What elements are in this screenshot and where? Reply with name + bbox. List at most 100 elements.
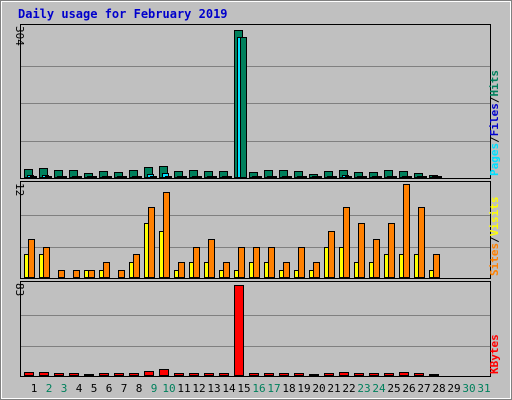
bar-kbytes-day-3 [54, 373, 64, 376]
bar-kbytes-day-12 [189, 373, 199, 376]
x-tick-label-day-29: 29 [447, 382, 460, 395]
bar-kbytes-day-5 [84, 374, 94, 376]
x-tick-label-day-15: 15 [237, 382, 250, 395]
bar-kbytes-day-19 [294, 373, 304, 376]
x-tick-label-day-18: 18 [282, 382, 295, 395]
bar-kbytes-day-23 [354, 373, 364, 376]
y-axis-max-label: 83 [13, 283, 26, 296]
bar-sites-day-20 [313, 262, 320, 278]
bar-pages-day-17 [270, 176, 277, 178]
bar-pages-day-15 [240, 37, 247, 178]
x-tick-label-day-10: 10 [162, 382, 175, 395]
bar-sites-day-3 [58, 270, 65, 278]
legend-entry: Hits [488, 70, 501, 97]
bar-sites-day-28 [433, 254, 440, 278]
bar-pages-day-21 [330, 176, 337, 178]
y-axis-max-label: 12 [13, 183, 26, 196]
bar-pages-day-9 [150, 176, 157, 178]
bar-kbytes-day-16 [249, 373, 259, 376]
bar-pages-day-12 [195, 176, 202, 178]
x-tick-label-day-19: 19 [297, 382, 310, 395]
bar-sites-day-21 [328, 231, 335, 278]
x-tick-label-day-8: 8 [136, 382, 143, 395]
x-tick-label-day-7: 7 [121, 382, 128, 395]
x-tick-label-day-9: 9 [151, 382, 158, 395]
bar-pages-day-26 [405, 176, 412, 178]
legend-entry: Pages [488, 143, 501, 176]
bar-sites-day-7 [118, 270, 125, 278]
bar-pages-day-14 [225, 176, 232, 178]
bar-pages-day-8 [135, 176, 142, 178]
bar-sites-day-18 [283, 262, 290, 278]
bar-pages-day-2 [45, 176, 52, 178]
bar-kbytes-day-1 [24, 372, 34, 376]
bar-sites-day-13 [208, 239, 215, 278]
bar-kbytes-day-28 [429, 374, 439, 376]
bar-pages-day-16 [255, 176, 262, 178]
bar-pages-day-4 [75, 176, 82, 178]
legend-entry: Files [488, 103, 501, 136]
bar-kbytes-day-15 [234, 285, 244, 376]
bar-sites-day-25 [388, 223, 395, 278]
legend-entry: / [488, 136, 501, 143]
bar-pages-day-7 [120, 176, 127, 178]
y-axis-max-label: 304 [13, 26, 26, 46]
bar-pages-day-22 [345, 176, 352, 178]
legend-kbytes: KBytes [488, 334, 501, 374]
bar-kbytes-day-21 [324, 373, 334, 376]
bar-pages-day-6 [105, 176, 112, 178]
bar-sites-day-9 [148, 207, 155, 278]
bar-sites-day-22 [343, 207, 350, 278]
bar-sites-day-17 [268, 247, 275, 278]
bar-sites-day-6 [103, 262, 110, 278]
bar-kbytes-day-14 [219, 373, 229, 376]
bar-pages-day-10 [165, 176, 172, 178]
x-tick-label-day-17: 17 [267, 382, 280, 395]
bar-sites-day-23 [358, 223, 365, 278]
bar-pages-day-19 [300, 176, 307, 178]
x-tick-label-day-23: 23 [357, 382, 370, 395]
chart-title: Daily usage for February 2019 [18, 7, 228, 21]
bar-kbytes-day-4 [69, 373, 79, 376]
bar-pages-day-1 [30, 176, 37, 178]
x-tick-label-day-1: 1 [31, 382, 38, 395]
bar-kbytes-day-20 [309, 374, 319, 376]
bar-kbytes-day-22 [339, 372, 349, 376]
bar-sites-day-10 [163, 192, 170, 278]
bar-kbytes-day-27 [414, 373, 424, 376]
x-tick-label-day-20: 20 [312, 382, 325, 395]
panel-kbytes: 83 KBytes [13, 281, 501, 377]
legend-entry: Sites [488, 243, 501, 276]
bar-kbytes-day-18 [279, 373, 289, 376]
bar-sites-day-27 [418, 207, 425, 278]
bar-kbytes-day-9 [144, 371, 154, 376]
x-tick-label-day-25: 25 [387, 382, 400, 395]
bar-sites-day-14 [223, 262, 230, 278]
legend-hits-files-pages: Pages/Files/Hits [488, 70, 501, 176]
bar-pages-day-28 [435, 176, 442, 178]
x-tick-label-day-24: 24 [372, 382, 386, 395]
x-tick-label-day-31: 31 [477, 382, 490, 395]
bar-sites-day-24 [373, 239, 380, 278]
bar-kbytes-day-11 [174, 373, 184, 376]
x-tick-label-day-14: 14 [222, 382, 236, 395]
x-tick-label-day-13: 13 [207, 382, 220, 395]
x-tick-label-day-28: 28 [432, 382, 445, 395]
panel-visits-sites: 12 Sites/Visits [13, 181, 501, 279]
legend-entry: KBytes [488, 334, 501, 374]
bar-sites-day-5 [88, 270, 95, 278]
bar-kbytes-day-7 [114, 373, 124, 376]
x-tick-label-day-5: 5 [91, 382, 98, 395]
bar-sites-day-1 [28, 239, 35, 278]
bar-pages-day-5 [90, 176, 97, 178]
bar-sites-day-2 [43, 247, 50, 278]
bar-kbytes-day-10 [159, 369, 169, 376]
bar-pages-day-25 [390, 176, 397, 178]
x-tick-label-day-11: 11 [177, 382, 190, 395]
x-tick-label-day-26: 26 [402, 382, 415, 395]
x-tick-label-day-4: 4 [76, 382, 83, 395]
legend-entry: Visits [488, 197, 501, 237]
x-tick-label-day-3: 3 [61, 382, 68, 395]
